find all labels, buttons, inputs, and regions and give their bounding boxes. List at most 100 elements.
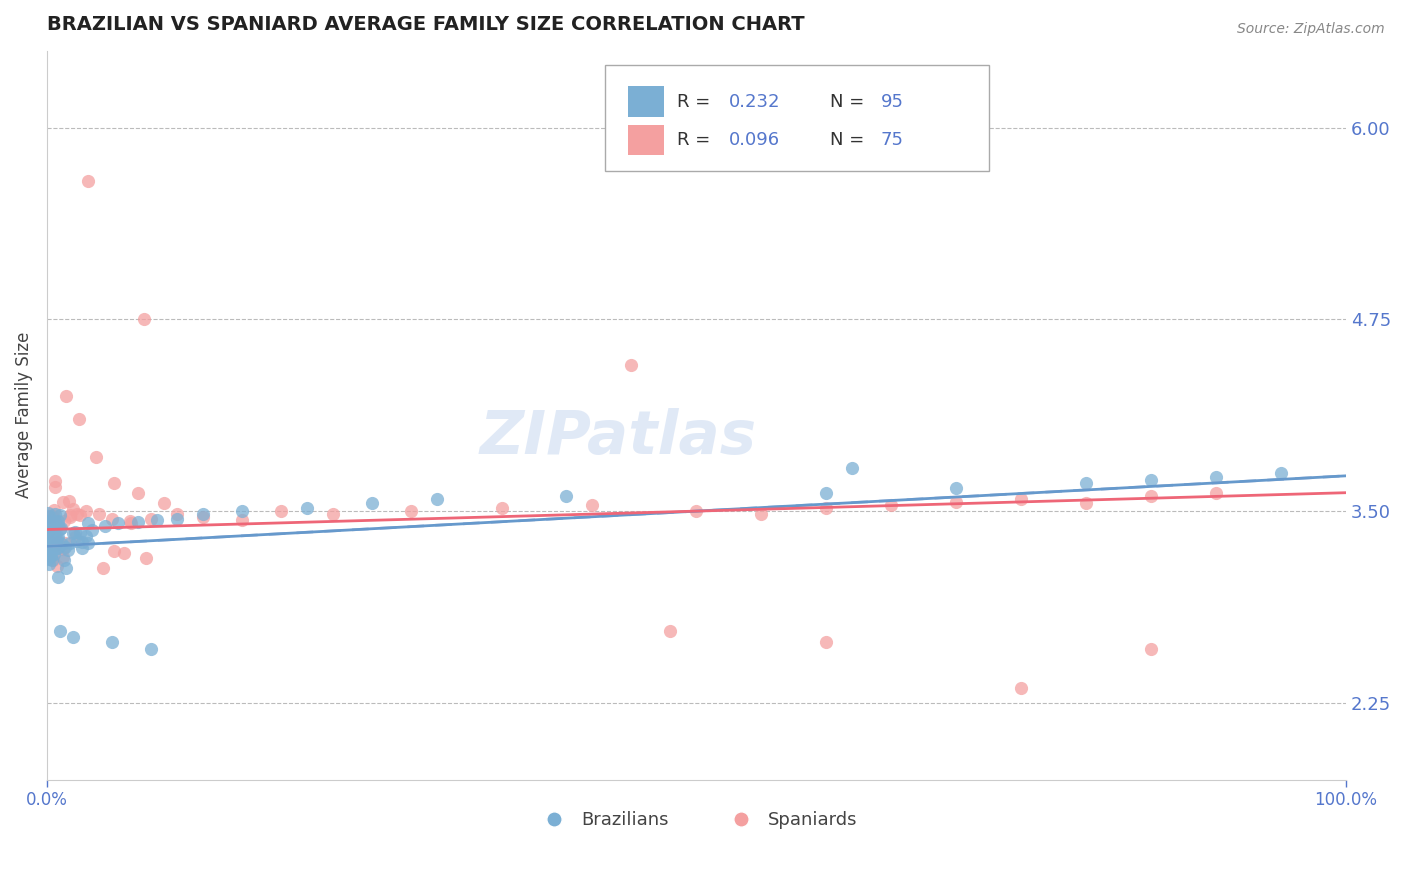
Point [44,480,66,494]
Point [360,496,382,510]
Point [37,535,59,549]
Point [70,541,93,556]
Point [1010,681,1032,695]
Point [67,412,90,426]
Point [231,513,253,527]
Text: N =: N = [830,93,870,111]
Point [112,546,135,560]
Point [107,516,129,531]
Point [42,503,65,517]
Point [45,532,67,546]
Point [659,624,682,638]
Point [62,630,84,644]
Point [70,534,93,549]
Point [120,516,142,531]
Point [84,450,107,465]
Point [49,624,72,638]
Point [46,541,69,555]
Point [38,509,60,524]
Point [45,541,67,555]
Point [65,530,87,544]
Point [37,524,59,539]
Point [38,535,60,549]
Point [38,536,60,550]
Point [38,535,60,549]
Point [101,634,124,648]
Point [42,509,65,524]
Point [42,524,65,539]
Point [51,537,73,551]
Text: 0.096: 0.096 [728,131,780,149]
Point [1074,476,1097,491]
Point [103,476,125,491]
Point [120,515,142,529]
Y-axis label: Average Family Size: Average Family Size [15,332,32,499]
Point [135,550,157,565]
Point [59,536,82,550]
Point [91,561,114,575]
Point [44,538,66,552]
Point [1074,496,1097,510]
Point [37,525,59,540]
Point [231,504,253,518]
Point [55,560,77,574]
Point [38,558,60,572]
Point [103,543,125,558]
Point [75,504,97,518]
Point [44,474,66,488]
Point [48,522,70,536]
Point [46,570,69,584]
Point [76,536,98,550]
Point [42,511,65,525]
Point [55,389,77,403]
Point [166,507,188,521]
Point [41,515,63,529]
Point [191,507,214,521]
FancyBboxPatch shape [606,65,988,171]
Point [491,501,513,516]
Text: R =: R = [676,131,716,149]
Point [945,481,967,495]
Point [87,507,110,521]
Point [41,553,63,567]
Point [322,507,344,521]
Point [75,529,97,543]
Point [37,506,59,520]
Point [53,514,76,528]
Point [37,552,59,566]
Point [685,504,707,518]
Bar [627,87,664,117]
Point [555,489,578,503]
Point [620,359,643,373]
Point [52,541,75,556]
Point [44,538,66,552]
Point [880,498,903,512]
Point [270,504,292,518]
Point [59,510,82,524]
Point [66,507,89,521]
Point [38,515,60,529]
Text: 0.232: 0.232 [728,93,780,111]
Point [152,496,174,510]
Point [39,538,62,552]
Point [1010,491,1032,506]
Point [52,495,75,509]
Point [815,485,838,500]
Point [37,525,59,540]
Text: R =: R = [676,93,716,111]
Text: Source: ZipAtlas.com: Source: ZipAtlas.com [1237,22,1385,37]
Point [37,529,59,543]
Point [134,312,156,326]
Point [56,543,79,558]
Point [37,542,59,557]
Point [44,507,66,521]
Point [49,508,72,522]
Point [42,538,65,552]
Point [1205,485,1227,500]
Point [46,530,69,544]
Point [295,501,318,516]
Point [53,552,76,566]
Point [127,515,149,529]
Point [46,531,69,545]
Point [815,501,838,516]
